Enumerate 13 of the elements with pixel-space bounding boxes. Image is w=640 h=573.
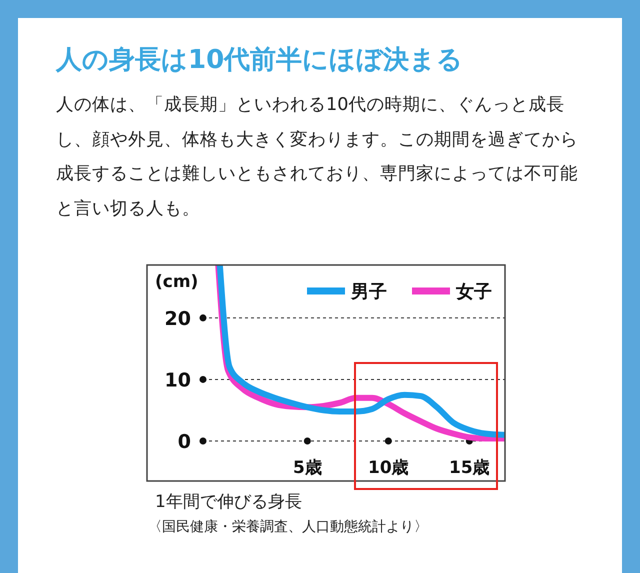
- text: 1年間で伸びる身長: [155, 492, 302, 512]
- x-tick-label: 15歳: [449, 458, 490, 478]
- y-tick-label: 20: [164, 308, 191, 330]
- y-tick-label: 0: [178, 430, 191, 453]
- x-tick-label: 5歳: [292, 458, 322, 478]
- legend-label: 女子: [455, 281, 492, 302]
- x-tick-label: 10歳: [368, 458, 409, 478]
- chart-subtitle: 人の体は、「成長期」といわれる10代の時期に、ぐんっと成長し、顔や外見、体格も大きく変わります。この期間を過ぎてから成長することは難しいともされており、専門家によっては不可能と言い切る人も。: [56, 94, 579, 220]
- chart-title: 人の身長は10代前半にほぼ決まる: [56, 44, 464, 77]
- text: 〈国民健康・栄養調査、人口動態統計より〉: [148, 519, 428, 535]
- legend-label: 男子: [350, 281, 387, 302]
- y-tick-label: 10: [164, 369, 191, 392]
- y-axis-title: (cm): [155, 272, 198, 292]
